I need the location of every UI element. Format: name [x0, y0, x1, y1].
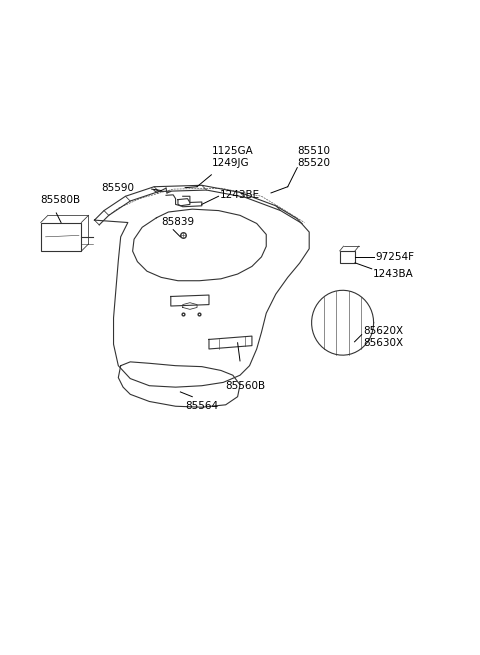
Text: 1243BA: 1243BA — [372, 269, 413, 278]
Text: 85560B: 85560B — [226, 381, 266, 391]
Bar — [340, 251, 355, 263]
Text: 1243BE: 1243BE — [220, 190, 260, 200]
Text: 85510
85520: 85510 85520 — [297, 146, 330, 168]
Text: 85564: 85564 — [185, 402, 218, 411]
Text: 85580B: 85580B — [40, 195, 81, 205]
Text: 85839: 85839 — [161, 217, 194, 227]
Text: 97254F: 97254F — [375, 252, 414, 262]
Text: 85620X
85630X: 85620X 85630X — [363, 326, 403, 348]
Bar — [41, 223, 81, 251]
Text: 85590: 85590 — [102, 183, 134, 193]
Text: 1125GA
1249JG: 1125GA 1249JG — [211, 146, 253, 168]
